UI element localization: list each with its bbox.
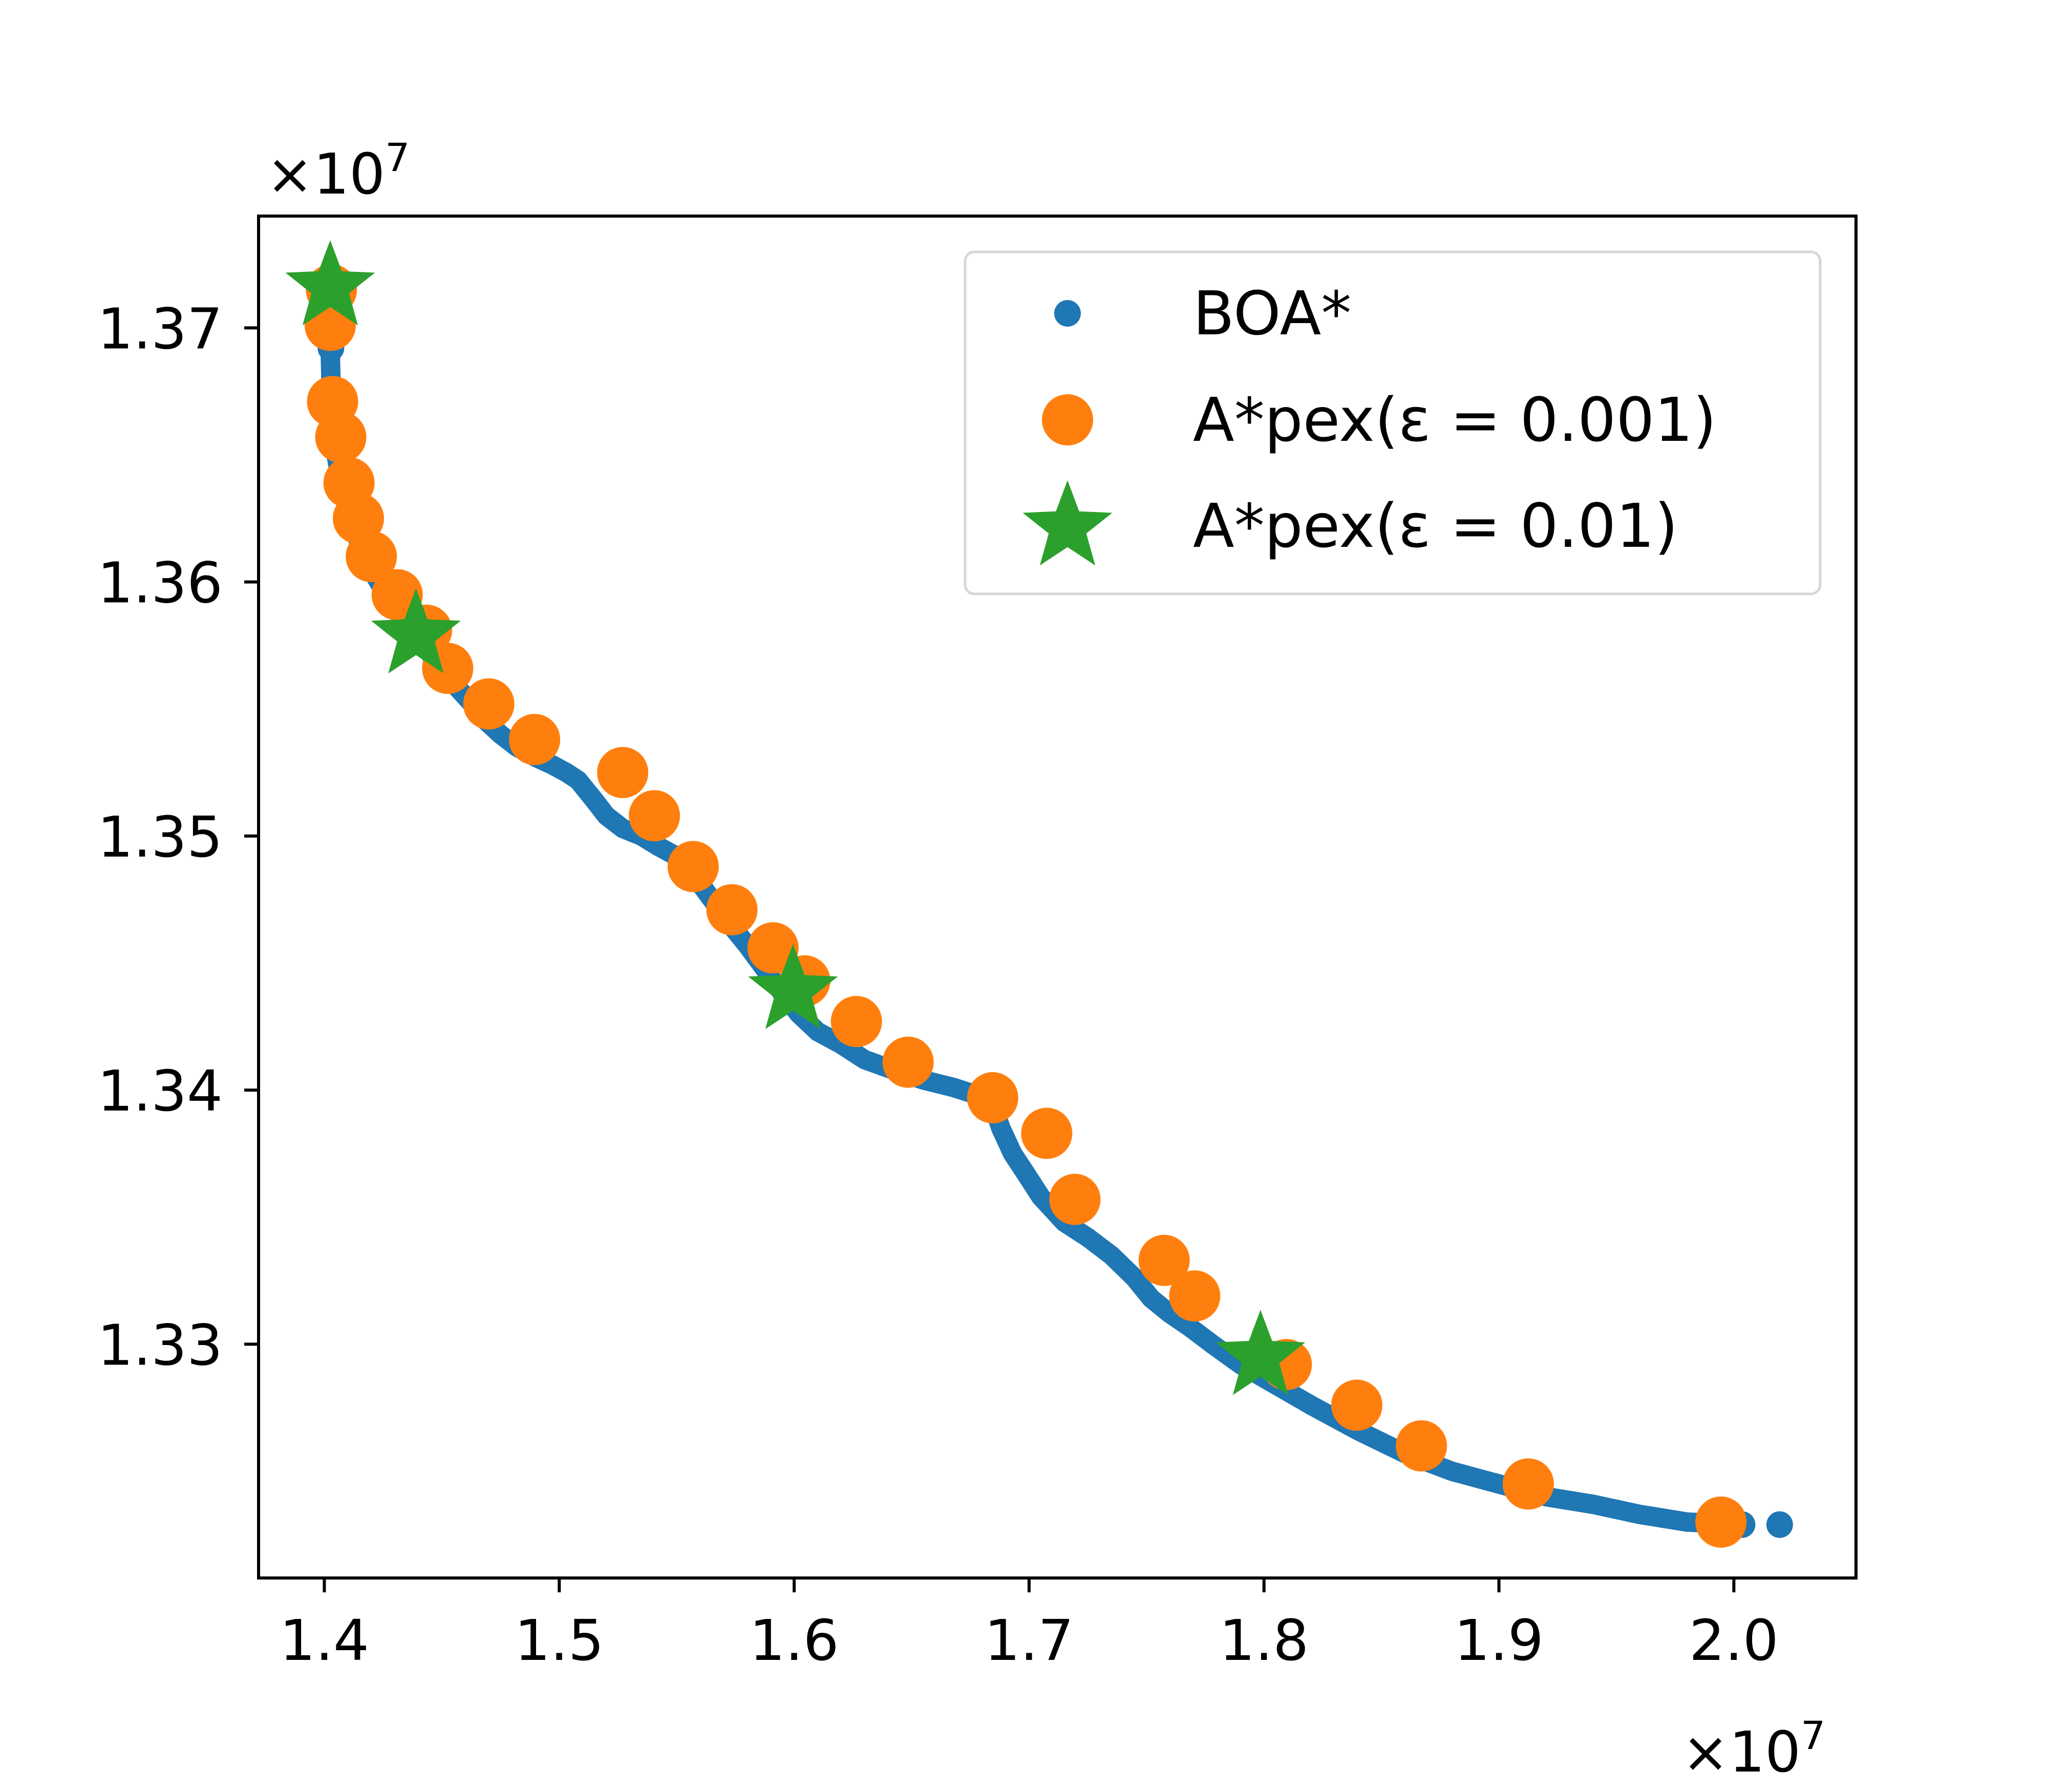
- y-tick-label: 1.36: [97, 550, 223, 616]
- apex-0001-point: [1502, 1458, 1554, 1510]
- apex-0001-point: [1331, 1379, 1382, 1431]
- boa-point: [1766, 1511, 1793, 1538]
- x-tick-label: 2.0: [1689, 1608, 1779, 1673]
- x-tick-label: 1.5: [515, 1608, 604, 1673]
- apex-0001-point: [667, 841, 719, 892]
- apex-0001-point: [463, 678, 515, 730]
- legend-label-apex-0001: A*pex(ε = 0.001): [1193, 385, 1717, 455]
- apex-0001-point: [706, 884, 758, 935]
- apex-0001-point: [882, 1036, 934, 1088]
- legend: BOA* A*pex(ε = 0.001) A*pex(ε = 0.01): [964, 250, 1822, 595]
- apex-0001-point: [346, 531, 397, 582]
- apex-0001-point: [1021, 1107, 1073, 1159]
- legend-label-boa: BOA*: [1193, 278, 1351, 349]
- apex-0001-point: [509, 714, 561, 765]
- x-tick-label: 1.6: [750, 1608, 839, 1673]
- y-tick-label: 1.34: [97, 1058, 223, 1124]
- y-offset-label: ×107: [266, 135, 410, 207]
- y-tick-label: 1.33: [97, 1312, 223, 1378]
- y-tick-label: 1.37: [97, 296, 223, 361]
- apex-0001-point: [315, 411, 367, 463]
- apex-0001-point: [967, 1072, 1018, 1124]
- apex-0001-point: [830, 996, 882, 1048]
- apex-001-point: [285, 240, 375, 326]
- apex-001-point: [1215, 1310, 1306, 1395]
- apex-0001-point: [629, 790, 680, 842]
- legend-label-apex-001: A*pex(ε = 0.01): [1193, 490, 1678, 561]
- apex-0001-point: [1049, 1174, 1101, 1225]
- x-tick-label: 1.9: [1454, 1608, 1544, 1673]
- apex-0001-point: [1169, 1270, 1221, 1322]
- apex-001-point: [371, 588, 461, 674]
- apex-0001-point: [597, 746, 649, 798]
- legend-marker-apex-0001: [1042, 394, 1093, 445]
- apex-0001-point: [1695, 1496, 1747, 1548]
- axes-frame: [257, 215, 1858, 1580]
- legend-markers: [1022, 300, 1113, 566]
- apex-0001-point: [1138, 1234, 1190, 1286]
- legend-marker-apex-001: [1022, 480, 1113, 566]
- apex-0001-point: [747, 922, 799, 974]
- x-tick-label: 1.7: [984, 1608, 1074, 1673]
- x-tick-label: 1.8: [1219, 1608, 1309, 1673]
- legend-marker-boa: [1054, 300, 1081, 327]
- y-tick-label: 1.35: [97, 804, 223, 870]
- apex-0001-point: [1396, 1420, 1447, 1471]
- x-offset-label: ×107: [1682, 1713, 1826, 1785]
- apex-001-point: [748, 944, 838, 1029]
- x-tick-label: 1.4: [280, 1608, 369, 1673]
- axis-ticks: 1.4 1.5 1.6 1.7 1.8 1.9 2.0 1.33 1.34 1.35 1.36 1.3…: [97, 296, 1779, 1673]
- plot-area: [285, 240, 1793, 1548]
- legend-box: [964, 250, 1822, 595]
